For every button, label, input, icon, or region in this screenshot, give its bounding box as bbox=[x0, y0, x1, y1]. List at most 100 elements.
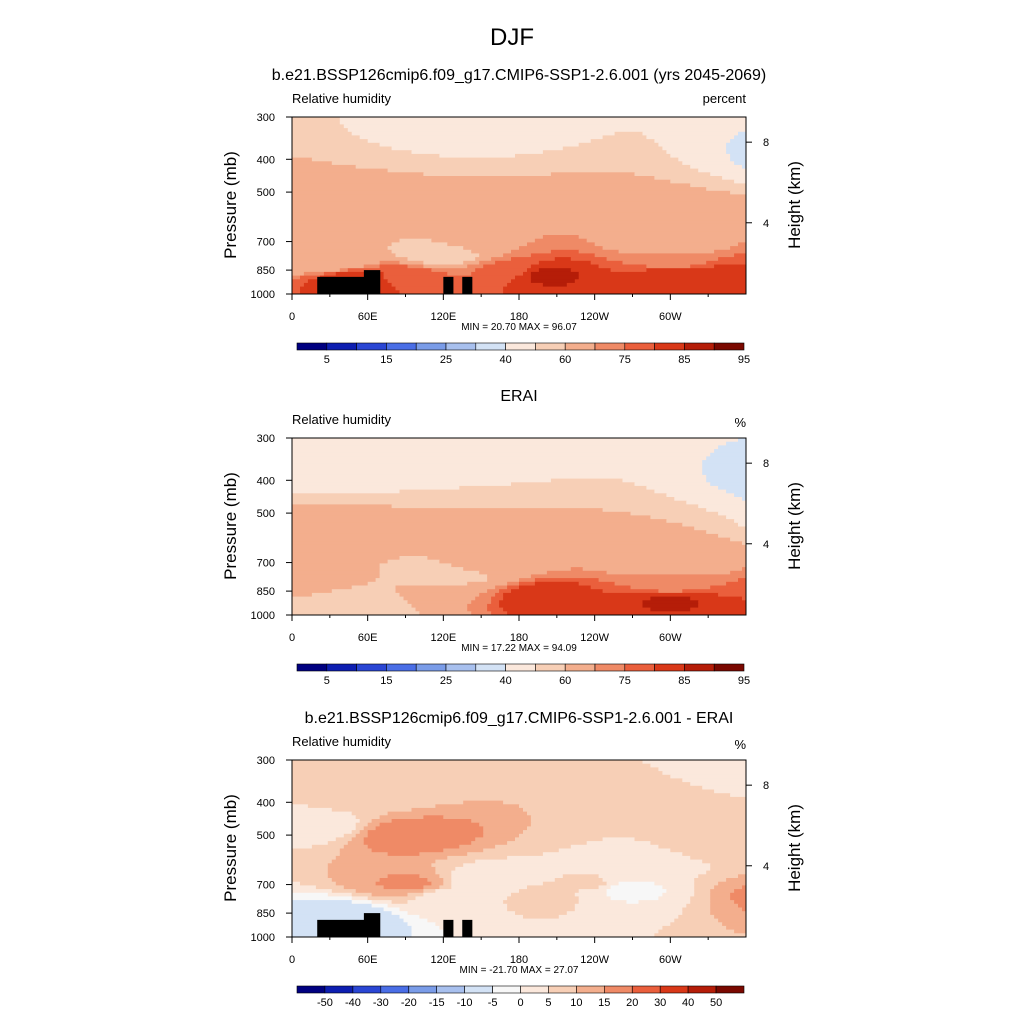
panel-model-colorbar: 5 15 25 40 60 75 85 95 bbox=[296, 342, 750, 366]
field-cell bbox=[726, 925, 746, 931]
field-cell bbox=[292, 771, 663, 776]
field-cell bbox=[292, 611, 420, 615]
field-cell bbox=[590, 139, 655, 144]
field-cell bbox=[395, 253, 480, 258]
field-cell bbox=[292, 153, 440, 159]
field-cell bbox=[698, 600, 746, 605]
colorbar-label: -30 bbox=[373, 997, 389, 1009]
field-cell bbox=[387, 852, 421, 857]
field-cell bbox=[734, 253, 746, 258]
field-cell bbox=[519, 833, 746, 839]
field-cell bbox=[698, 504, 746, 509]
field-cell bbox=[423, 815, 444, 820]
field-cell bbox=[292, 471, 703, 476]
field-cell bbox=[702, 467, 746, 472]
field-cell bbox=[463, 260, 480, 266]
field-cell bbox=[706, 508, 746, 513]
field-cell bbox=[730, 246, 746, 251]
field-cell bbox=[292, 866, 329, 872]
field-cell bbox=[423, 172, 552, 177]
field-cell bbox=[682, 907, 711, 912]
colorbar-box bbox=[576, 985, 605, 994]
field-cell bbox=[694, 892, 711, 898]
field-cell bbox=[483, 826, 528, 831]
field-cell bbox=[292, 903, 373, 909]
field-cell bbox=[686, 500, 746, 505]
field-cell bbox=[654, 933, 746, 937]
colorbar-box bbox=[713, 663, 745, 672]
field-cell bbox=[562, 874, 600, 879]
topography-block bbox=[363, 913, 381, 937]
panel-erai-y2label: Height (km) bbox=[785, 482, 804, 570]
field-cell bbox=[690, 896, 711, 901]
colorbar-box bbox=[436, 985, 465, 994]
field-cell bbox=[682, 852, 746, 857]
field-cell bbox=[292, 603, 413, 609]
field-cell bbox=[292, 268, 341, 273]
field-cell bbox=[347, 128, 746, 133]
field-cell bbox=[343, 833, 357, 839]
field-cell bbox=[646, 264, 691, 269]
field-cell bbox=[702, 785, 746, 791]
field-cell bbox=[292, 767, 659, 772]
field-cell bbox=[690, 782, 746, 787]
field-cell bbox=[507, 896, 580, 901]
y-tick-label: 700 bbox=[257, 558, 275, 570]
field-cell bbox=[714, 449, 746, 454]
field-cell bbox=[578, 896, 612, 901]
field-cell bbox=[570, 567, 584, 572]
panel-difference-axes: 0 60E 120E 180 120W 60W 300 400 500 700 850 1000 8 4 bbox=[251, 755, 770, 966]
field-cell bbox=[359, 830, 369, 835]
panel-erai-stats: MIN = 17.22 MAX = 94.09 bbox=[461, 643, 577, 654]
field-cell bbox=[292, 260, 381, 266]
field-cell bbox=[718, 485, 746, 491]
field-cell bbox=[292, 804, 309, 809]
field-cell bbox=[292, 782, 691, 787]
field-cell bbox=[467, 603, 488, 609]
field-cell bbox=[706, 474, 746, 480]
y-tick-label: 500 bbox=[257, 508, 275, 520]
field-cell bbox=[292, 249, 393, 255]
field-cell bbox=[303, 271, 325, 277]
field-cell bbox=[387, 874, 421, 879]
field-cell bbox=[292, 811, 353, 816]
field-cell bbox=[431, 863, 464, 868]
panel-erai-ylabel: Pressure (mb) bbox=[221, 472, 240, 580]
field-cell bbox=[292, 478, 552, 483]
field-cell bbox=[706, 530, 746, 535]
field-cell bbox=[646, 485, 719, 491]
field-cell bbox=[395, 585, 496, 590]
colorbar-box bbox=[505, 663, 536, 672]
field-cell bbox=[292, 896, 353, 901]
field-cell bbox=[626, 900, 639, 905]
field-cell bbox=[292, 467, 703, 472]
field-cell bbox=[292, 830, 353, 835]
field-cell bbox=[495, 844, 572, 850]
field-cell bbox=[423, 885, 440, 890]
field-cell bbox=[351, 900, 373, 905]
field-cell bbox=[391, 911, 409, 916]
field-cell bbox=[710, 172, 746, 177]
field-cell bbox=[292, 198, 746, 203]
field-cell bbox=[499, 603, 644, 609]
field-cell bbox=[367, 581, 468, 587]
field-cell bbox=[598, 578, 739, 583]
field-cell bbox=[503, 290, 746, 294]
field-cell bbox=[519, 578, 536, 583]
field-cell bbox=[666, 889, 695, 894]
colorbar-box bbox=[564, 342, 596, 351]
field-cell bbox=[292, 279, 309, 284]
field-cell bbox=[331, 878, 381, 883]
field-cell bbox=[710, 889, 735, 894]
field-cell bbox=[292, 253, 397, 258]
field-cell bbox=[411, 925, 440, 931]
field-cell bbox=[292, 216, 746, 221]
x-tick-label: 120W bbox=[580, 311, 609, 323]
field-cell bbox=[367, 833, 484, 839]
field-cell bbox=[307, 804, 436, 809]
field-cell bbox=[475, 596, 492, 601]
field-cell bbox=[292, 257, 409, 262]
colorbar-box bbox=[326, 342, 357, 351]
field-cell bbox=[662, 925, 727, 931]
colorbar-label: 40 bbox=[682, 997, 694, 1009]
